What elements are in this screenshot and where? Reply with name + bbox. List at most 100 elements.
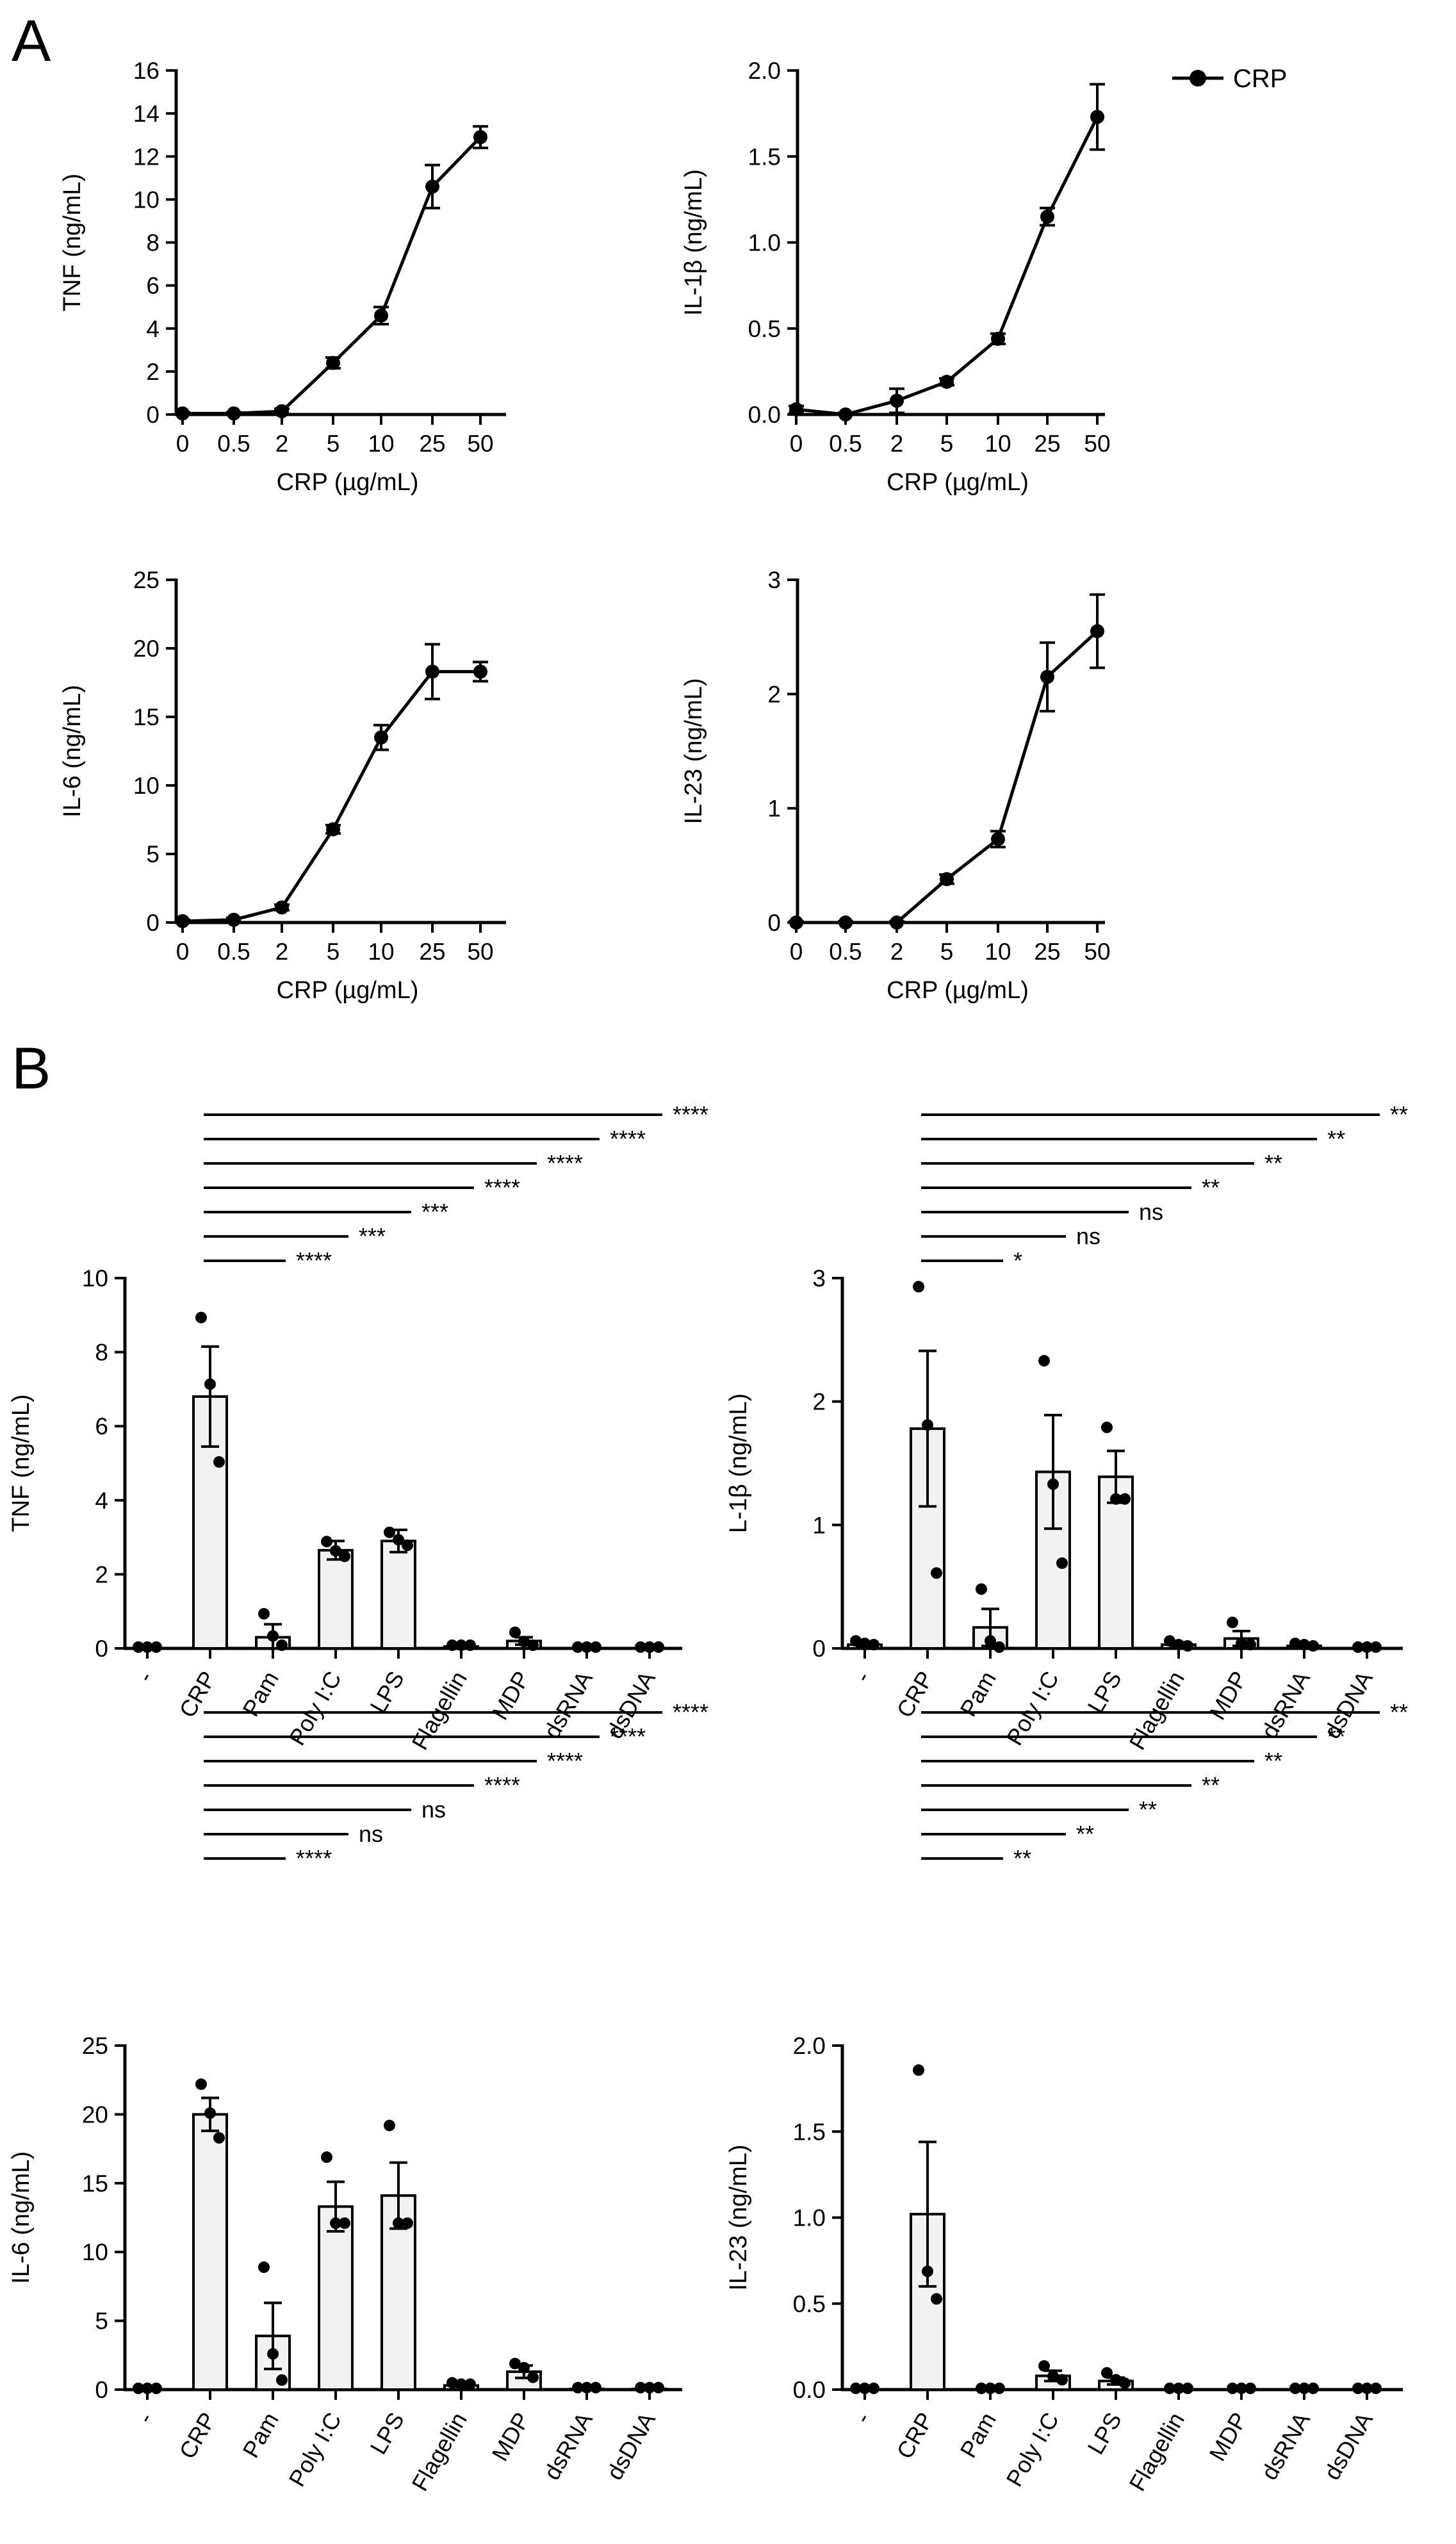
data-point <box>1090 110 1104 124</box>
replicate-point <box>195 1311 207 1324</box>
y-tick-label: 6 <box>146 273 160 299</box>
replicate-point <box>1352 2383 1364 2394</box>
x-tick-label: 0.5 <box>217 431 250 457</box>
replicate-point <box>1245 2383 1256 2394</box>
replicate-point <box>339 1550 350 1563</box>
significance-label: ** <box>1264 1150 1282 1176</box>
replicate-point <box>859 2383 871 2394</box>
replicate-point <box>1047 2370 1059 2383</box>
y-axis-label: TNF (ng/mL) <box>59 174 86 311</box>
replicate-point <box>644 1641 655 1653</box>
significance-label: ** <box>1202 1772 1220 1798</box>
replicate-point <box>1101 1422 1113 1434</box>
replicate-point <box>1361 2383 1373 2394</box>
replicate-point <box>850 1635 862 1647</box>
x-tick-label: CRP <box>891 2408 938 2463</box>
y-tick-label: 15 <box>133 704 160 730</box>
y-tick-label: 0.5 <box>748 316 781 342</box>
x-tick-label: 10 <box>985 431 1011 457</box>
data-point <box>176 406 190 421</box>
x-tick-label: 25 <box>419 431 445 457</box>
replicate-point <box>509 2358 521 2370</box>
y-tick-label: 2 <box>812 1389 826 1415</box>
replicate-point <box>393 1534 404 1546</box>
significance-label: **** <box>484 1174 520 1201</box>
data-point <box>890 915 904 930</box>
replicate-point <box>922 1419 933 1431</box>
y-tick-label: 10 <box>82 1265 108 1292</box>
x-tick-label: 5 <box>940 431 954 457</box>
x-tick-label: 0.5 <box>217 939 250 965</box>
y-tick-label: 0 <box>767 910 781 936</box>
x-tick-label: CRP <box>174 2408 221 2463</box>
data-point <box>227 406 241 421</box>
significance-label: **** <box>296 1845 332 1871</box>
replicate-point <box>994 2383 1005 2394</box>
x-tick-label: dsRNA <box>1256 1667 1315 1743</box>
x-tick-label: 10 <box>368 431 394 457</box>
replicate-point <box>1352 1641 1364 1653</box>
replicate-point <box>1164 2383 1175 2394</box>
x-tick-label: 5 <box>327 431 340 457</box>
x-tick-label: 0.5 <box>829 939 862 965</box>
replicate-point <box>455 2378 467 2390</box>
replicate-point <box>330 2217 341 2229</box>
x-tick-label: 0.5 <box>829 431 862 457</box>
y-tick-label: 2 <box>767 681 781 707</box>
x-tick-label: 5 <box>327 939 340 965</box>
x-tick-label: LPS <box>1082 2408 1127 2459</box>
y-tick-label: 15 <box>82 2171 108 2197</box>
y-tick-label: 6 <box>95 1413 108 1440</box>
x-axis-label: CRP (µg/mL) <box>277 977 419 1004</box>
legend-label: CRP <box>1233 65 1287 93</box>
replicate-point <box>321 2151 332 2163</box>
data-point <box>1040 669 1054 684</box>
y-tick-label: 1 <box>767 796 781 822</box>
x-tick-label: 2 <box>275 939 289 965</box>
data-point <box>176 914 190 928</box>
replicate-point <box>1038 1355 1050 1367</box>
replicate-point <box>464 1639 476 1652</box>
replicate-point <box>1173 1639 1184 1651</box>
significance-label: **** <box>547 1150 583 1176</box>
chart-2: 0.00.51.01.52.0IL-1β (ng/mL)0 0.5 2 5 10 25 50… <box>680 58 1287 496</box>
x-tick-label: MDP <box>486 2408 535 2466</box>
replicate-point <box>527 1639 539 1652</box>
x-tick-label: Flagellin <box>406 1667 472 1755</box>
replicate-point <box>133 2383 144 2394</box>
x-tick-label: 25 <box>1034 939 1060 965</box>
replicate-point <box>1370 2383 1382 2394</box>
replicate-point <box>384 1526 395 1538</box>
x-tick-label: dsRNA <box>1256 2408 1315 2484</box>
x-axis-label: CRP (µg/mL) <box>887 977 1029 1004</box>
y-tick-label: 1 <box>812 1512 826 1538</box>
significance-label: **** <box>296 1247 332 1274</box>
replicate-point <box>581 2381 593 2393</box>
significance-label: **** <box>673 1101 708 1128</box>
data-point <box>326 822 340 837</box>
data-point <box>1040 209 1054 224</box>
y-tick-label: 2 <box>95 1561 108 1588</box>
replicate-point <box>1110 2374 1122 2386</box>
x-tick-label: dsDNA <box>1318 2408 1378 2484</box>
x-tick-label: 10 <box>985 939 1011 965</box>
y-tick-label: 0.0 <box>748 402 781 428</box>
data-point <box>374 308 388 323</box>
replicate-point <box>330 1545 341 1557</box>
x-tick-label: 2 <box>890 431 904 457</box>
y-tick-label: 10 <box>133 186 160 213</box>
x-tick-label: dsDNA <box>601 2408 660 2484</box>
replicate-point <box>1236 2383 1247 2394</box>
data-point <box>227 912 241 927</box>
chart-8: 0.0 0.5 1.0 1.5 2.0 IL-23 (ng/mL) - CRP Pam Poly … <box>725 1699 1408 2495</box>
x-axis-label: CRP (µg/mL) <box>277 469 419 496</box>
significance-label: **** <box>484 1772 520 1798</box>
replicate-point <box>1298 2383 1310 2394</box>
replicate-point <box>653 2381 664 2393</box>
replicate-point <box>868 2383 879 2394</box>
replicate-point <box>518 1636 530 1648</box>
significance-label: * <box>1013 1247 1022 1274</box>
